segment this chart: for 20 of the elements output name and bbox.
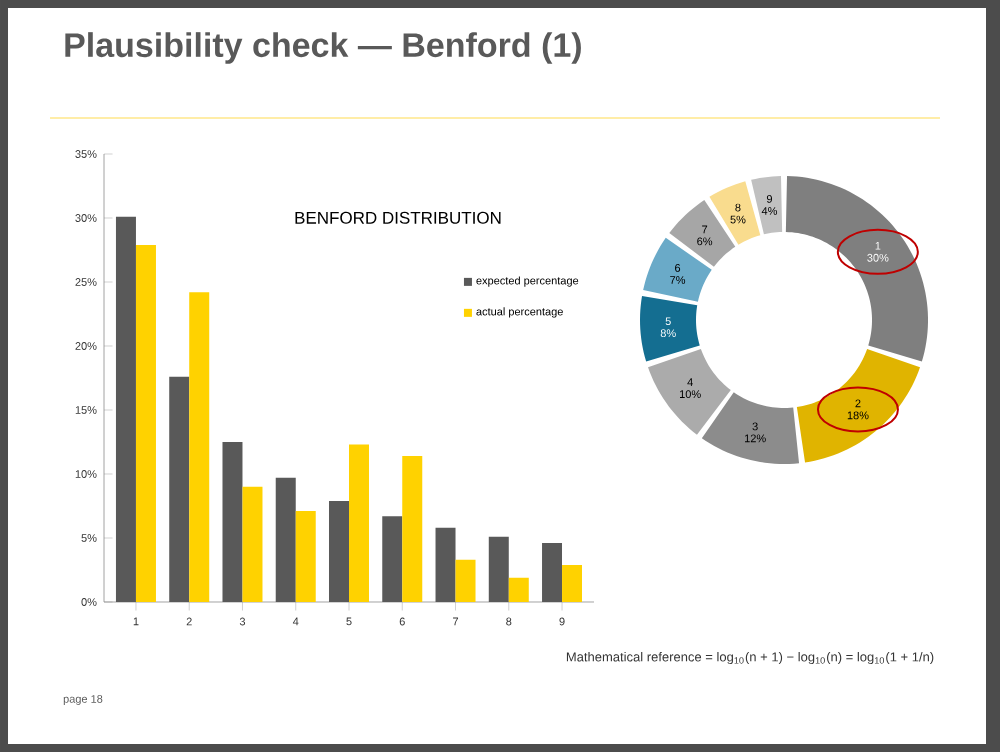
bar	[402, 456, 423, 602]
bar	[435, 527, 456, 602]
bar	[349, 444, 369, 602]
bar	[508, 577, 529, 602]
text: BENFORD DISTRIBUTION	[295, 211, 501, 224]
bar	[275, 477, 296, 602]
bar	[115, 216, 136, 602]
bar	[295, 511, 316, 602]
bar	[329, 500, 349, 602]
bar	[242, 486, 263, 602]
bar	[169, 376, 190, 602]
bar	[189, 292, 210, 602]
bar	[488, 536, 509, 602]
bar	[562, 564, 583, 602]
bar	[542, 543, 563, 602]
bar	[135, 244, 156, 602]
bar	[455, 559, 476, 602]
text: Plausibility check — Benford (1)	[65, 32, 581, 64]
bar	[382, 516, 403, 602]
bar	[222, 442, 243, 602]
